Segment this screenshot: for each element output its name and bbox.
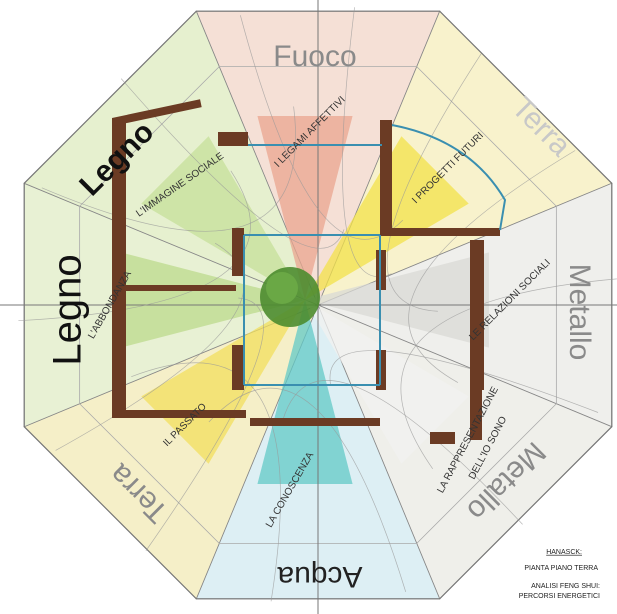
wall — [232, 228, 244, 276]
element-label: Fuoco — [273, 40, 356, 73]
element-label: Metallo — [563, 264, 596, 361]
legend-text: PIANTA PIANO TERRA — [524, 565, 598, 572]
wall — [380, 120, 392, 230]
wall — [126, 285, 236, 291]
wall — [218, 132, 248, 146]
legend-text: PERCORSI ENERGETICI — [519, 593, 600, 600]
wall — [232, 345, 244, 390]
wall — [470, 240, 484, 390]
wall — [430, 432, 455, 444]
legend-text: HANASCK: — [546, 549, 582, 556]
wall — [250, 418, 380, 426]
element-label: Legno — [46, 254, 90, 365]
wall — [380, 228, 500, 236]
bagua-diagram: Fuoco Legno Legno Terra Metallo Metallo … — [0, 0, 617, 614]
tree — [266, 272, 298, 304]
element-label: Acqua — [277, 560, 362, 593]
legend-text: ANALISI FENG SHUI: — [531, 583, 600, 590]
